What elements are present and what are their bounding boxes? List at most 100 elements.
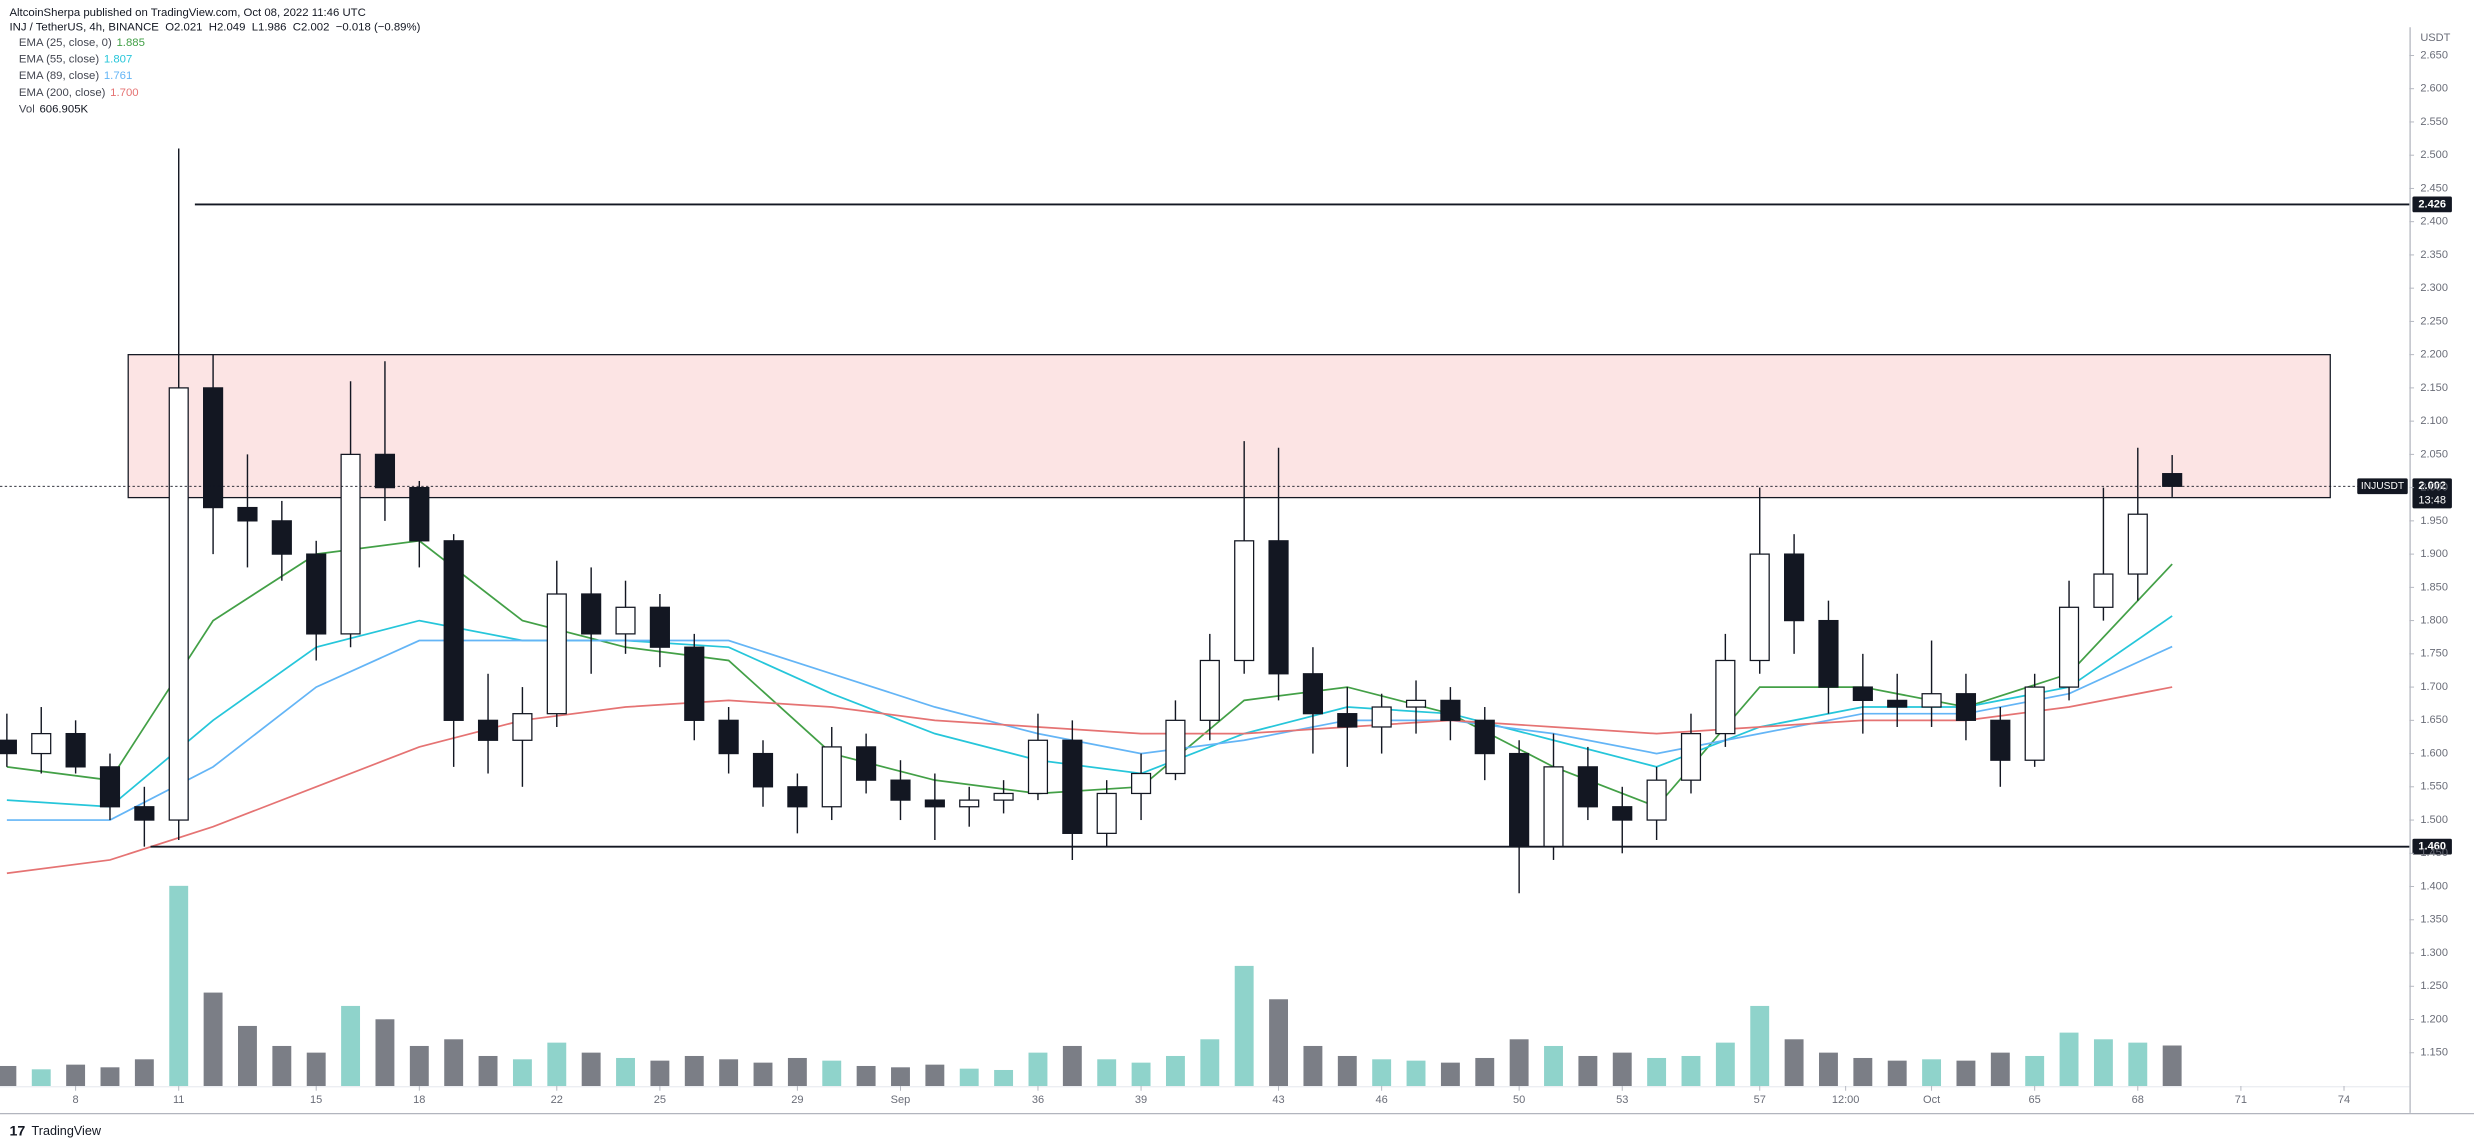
x-tick-label: 53 [1616,1094,1628,1106]
candle-body [1543,766,1564,848]
volume-bar [1819,1052,1838,1086]
ema-line [6,615,2173,808]
x-tick-label: 50 [1513,1094,1525,1106]
candle-body [993,792,1014,801]
candle-body [1371,706,1392,728]
y-tick-label: 1.600 [2420,747,2448,759]
candle-body [1852,686,1873,702]
candle-body [477,719,499,741]
volume-bar [684,1055,704,1086]
volume-bar [1647,1057,1667,1086]
x-tick-label: 12:00 [1832,1094,1860,1106]
volume-bar [1681,1055,1701,1086]
candle-body [409,486,430,542]
legend-entry: EMA (200, close) 1.700 [19,87,139,99]
candle-body [787,786,808,808]
candle-body [203,387,224,509]
legend-name: EMA (55, close) [19,54,99,66]
y-tick-label: 2.500 [2420,149,2448,161]
legend-value: 606.905K [39,103,88,115]
candle-body [1887,699,1908,708]
candle-body [1818,619,1839,688]
volume-bar [1440,1062,1460,1086]
candle-body [1577,766,1598,808]
legend-entry: EMA (55, close) 1.807 [19,54,132,66]
candle-body [1096,792,1117,834]
y-tick-label: 1.550 [2420,781,2448,793]
y-tick-label: 1.900 [2420,548,2448,560]
price-tag [2412,478,2452,509]
volume-bar [1990,1052,2010,1086]
volume-bar [1165,1055,1185,1086]
volume-bar [2093,1039,2113,1086]
volume-bar [959,1068,979,1086]
volume-bar [1303,1045,1323,1086]
y-tick-label: 1.800 [2420,615,2448,627]
y-tick-label: 2.550 [2420,116,2448,128]
volume-bar [272,1045,292,1086]
y-tick-label: 1.450 [2420,847,2448,859]
candle-body [684,646,705,721]
volume-bar [2128,1042,2148,1086]
candle-body [615,606,636,635]
y-tick-label: 1.650 [2420,714,2448,726]
candle-body [1509,752,1530,848]
volume-bar [66,1064,86,1086]
candle-body [1199,659,1220,721]
candle-body [2162,473,2183,487]
x-tick-label: 46 [1376,1094,1388,1106]
y-tick-label: 1.400 [2420,880,2448,892]
volume-bar [1131,1062,1151,1086]
volume-bar [2059,1032,2079,1086]
candle-body [168,387,189,821]
ema-line [6,539,2173,808]
candle-body [1130,772,1152,795]
level-tag [2412,838,2452,855]
level-label: 2.426 [2418,198,2446,210]
symbol-tag [2357,478,2408,495]
candle-body [718,719,739,755]
symbol-info: INJ / TetherUS, 4h, BINANCE O2.021 H2.049 L… [9,21,420,33]
volume-bar [203,992,223,1086]
y-tick-label: 1.500 [2420,814,2448,826]
volume-bar [925,1064,945,1086]
candle-body [1302,673,1324,715]
volume-bar [341,1005,361,1086]
x-tick-label: 29 [791,1094,803,1106]
legend-name: EMA (89, close) [19,70,99,82]
candle-body [1955,693,1977,721]
volume-bar [1612,1052,1632,1086]
volume-bar [1269,999,1289,1086]
x-tick-label: 22 [551,1094,563,1106]
volume-bar [169,885,189,1086]
volume-bar [1097,1059,1117,1086]
ohlc-value: O2.021 [165,21,202,33]
volume-bar [1887,1060,1907,1086]
currency-label: USDT [2420,32,2450,44]
ohlc-value: L1.986 [252,21,287,33]
volume-bar [1406,1060,1426,1086]
volume-bar [1956,1060,1976,1086]
legend-value: 1.885 [116,37,144,49]
candle-body [31,732,52,755]
x-tick-label: 11 [173,1094,184,1106]
y-tick-label: 2.650 [2420,49,2448,61]
volume-bar [1337,1055,1357,1086]
symbol-label: INJUSDT [2361,481,2405,492]
candle-body [581,593,602,635]
y-tick-label: 2.300 [2420,282,2448,294]
y-tick-label: 1.850 [2420,581,2448,593]
candle-body [1268,540,1289,675]
x-tick-label: Oct [1923,1094,1940,1106]
y-tick-label: 2.050 [2420,448,2448,460]
volume-bar [409,1045,429,1086]
ohlc-value: −0.018 (−0.89%) [336,21,421,33]
legend-value: 1.807 [104,54,132,66]
candle-body [2127,513,2148,575]
x-tick-label: 71 [2235,1094,2247,1106]
y-tick-label: 2.200 [2420,349,2448,361]
volume-bar [478,1055,498,1086]
volume-bar [2162,1045,2182,1086]
volume-bar [1509,1039,1529,1086]
symbol-name: INJ / TetherUS, 4h, BINANCE [9,21,159,33]
